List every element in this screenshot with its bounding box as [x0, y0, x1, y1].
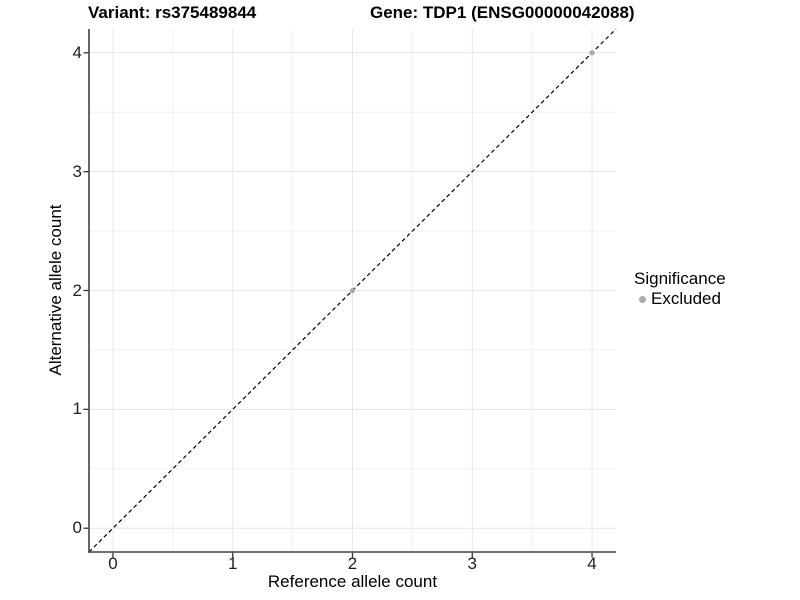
y-tick-label: 4 [72, 42, 82, 62]
x-tick-label: 0 [108, 554, 118, 573]
y-tick-label: 0 [72, 518, 82, 538]
x-tick-label: 4 [587, 554, 597, 573]
plot-title-variant: Variant: rs375489844 [88, 3, 257, 22]
plot-title-gene: Gene: TDP1 (ENSG00000042088) [370, 3, 635, 22]
legend-title: Significance [634, 269, 726, 288]
y-axis-title: Alternative allele count [46, 204, 65, 376]
x-tick-label: 3 [467, 554, 477, 573]
x-axis-title: Reference allele count [267, 572, 438, 591]
x-tick-label: 2 [347, 554, 358, 573]
dot-icon [639, 295, 646, 303]
legend-entry-excluded: Excluded [639, 290, 726, 308]
data-point [589, 50, 595, 56]
y-tick-label: 1 [72, 399, 82, 419]
legend: Significance Excluded [634, 269, 726, 308]
data-point [349, 287, 356, 294]
legend-entry-label: Excluded [651, 289, 721, 308]
y-tick-label: 2 [72, 280, 82, 300]
y-tick-label: 3 [72, 161, 82, 181]
x-tick-label: 1 [227, 554, 238, 573]
